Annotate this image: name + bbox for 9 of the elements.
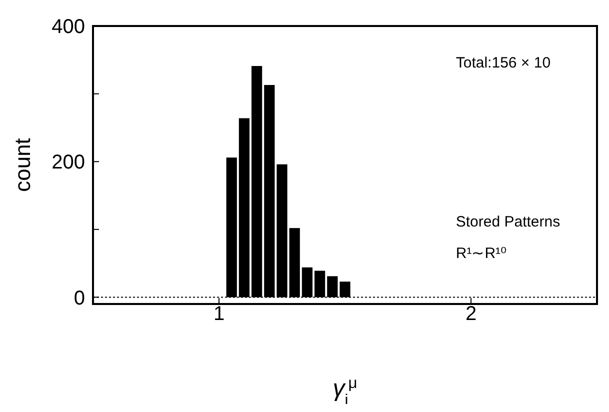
x-tick-label: 2 (465, 303, 477, 326)
annotation: Total:156 × 10 (456, 54, 551, 72)
y-tick-label: 200 (52, 152, 85, 174)
y-tick-label: 0 (74, 287, 85, 310)
annotation: Stored Patterns (456, 213, 560, 230)
annotation: R¹∼R¹⁰ (456, 245, 507, 262)
y-axis-title: count (10, 138, 35, 192)
x-tick-label: 1 (213, 303, 225, 326)
y-tick-label: 400 (52, 16, 85, 38)
